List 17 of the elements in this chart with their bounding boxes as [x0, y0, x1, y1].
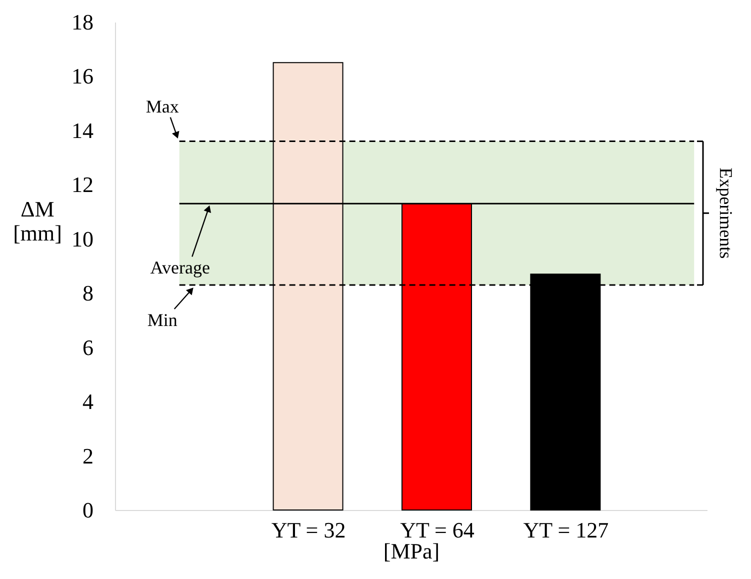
y-tick-label: 10: [72, 226, 94, 252]
y-tick-label: 16: [72, 64, 94, 89]
ref-line-label: Min: [147, 310, 178, 330]
ref-line-label: Max: [146, 96, 179, 116]
y-tick-label: 0: [82, 498, 94, 522]
y-tick-label: 6: [82, 334, 94, 360]
x-tick-label: YT = 127: [523, 518, 609, 542]
y-tick-label: 8: [82, 280, 94, 306]
y-tick-label: 18: [72, 10, 94, 34]
y-tick-label: 14: [72, 118, 94, 143]
y-tick-label: 2: [82, 443, 94, 468]
y-tick-label: 4: [82, 389, 94, 414]
band-label: Experiments: [716, 168, 736, 259]
y-axis-title: ΔM [mm]: [13, 196, 62, 246]
ref-line-label: Average: [150, 258, 210, 278]
x-tick-label: YT = 32: [271, 518, 346, 542]
y-tick-label: 12: [72, 172, 94, 198]
